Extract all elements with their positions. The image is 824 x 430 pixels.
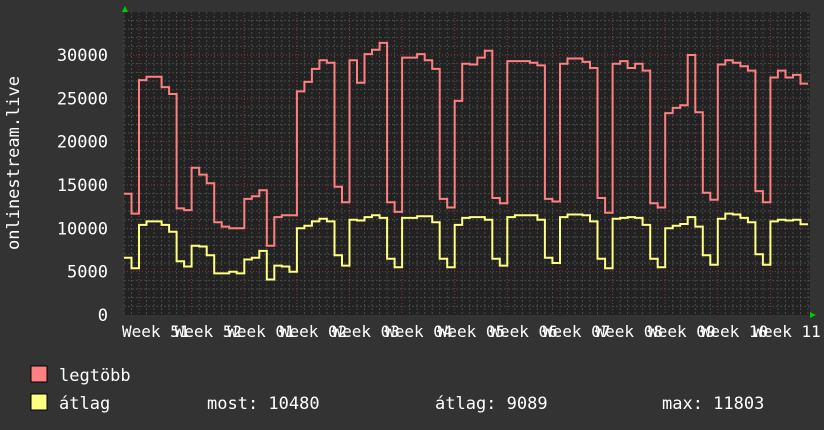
x-tick-label: Week 52 <box>175 322 242 341</box>
x-tick-label: Week 10 <box>701 322 768 341</box>
x-tick-label: Week 04 <box>385 322 452 341</box>
series-line-avg <box>124 212 808 281</box>
legend-swatch-avg <box>30 393 48 411</box>
plot-area <box>124 12 810 315</box>
x-tick-label: Week 05 <box>438 322 505 341</box>
x-axis-arrow-icon <box>810 312 816 318</box>
y-tick-label: 15000 <box>57 176 108 196</box>
x-tick-label: Week 09 <box>648 322 715 341</box>
x-tick-label: Week 01 <box>227 322 294 341</box>
y-tick-label: 5000 <box>67 263 108 283</box>
legend-swatch-max <box>30 365 48 383</box>
x-tick-label: Week 07 <box>543 322 610 341</box>
series <box>124 41 808 281</box>
y-tick-label: 20000 <box>57 133 108 153</box>
y-axis-label: onlinestream.live <box>4 76 24 250</box>
y-tick-label: 25000 <box>57 89 108 109</box>
legend: legtöbb átlag most: 10480 átlag: 9089 ma… <box>30 365 764 414</box>
legend-label-max: legtöbb <box>59 366 131 386</box>
x-tick-label: Week 11 <box>753 322 820 341</box>
y-tick-label: 30000 <box>57 46 108 66</box>
y-tick-label: 0 <box>98 306 108 326</box>
y-tick-label: 10000 <box>57 219 108 239</box>
y-axis-arrow-icon <box>122 6 128 12</box>
legend-now: most: 10480 <box>207 394 320 414</box>
x-tick-label: Week 06 <box>490 322 557 341</box>
x-tick-label: Week 03 <box>332 322 399 341</box>
x-tick-label: Week 51 <box>122 322 189 341</box>
series-line-max <box>124 41 808 247</box>
y-axis: 0 5000 10000 15000 20000 25000 30000 <box>57 46 108 326</box>
x-tick-label: Week 08 <box>596 322 663 341</box>
x-tick-label: Week 02 <box>280 322 347 341</box>
legend-label-avg: átlag <box>59 394 110 414</box>
legend-avg-value: átlag: 9089 <box>435 394 548 414</box>
legend-max-value: max: 11803 <box>662 394 764 414</box>
